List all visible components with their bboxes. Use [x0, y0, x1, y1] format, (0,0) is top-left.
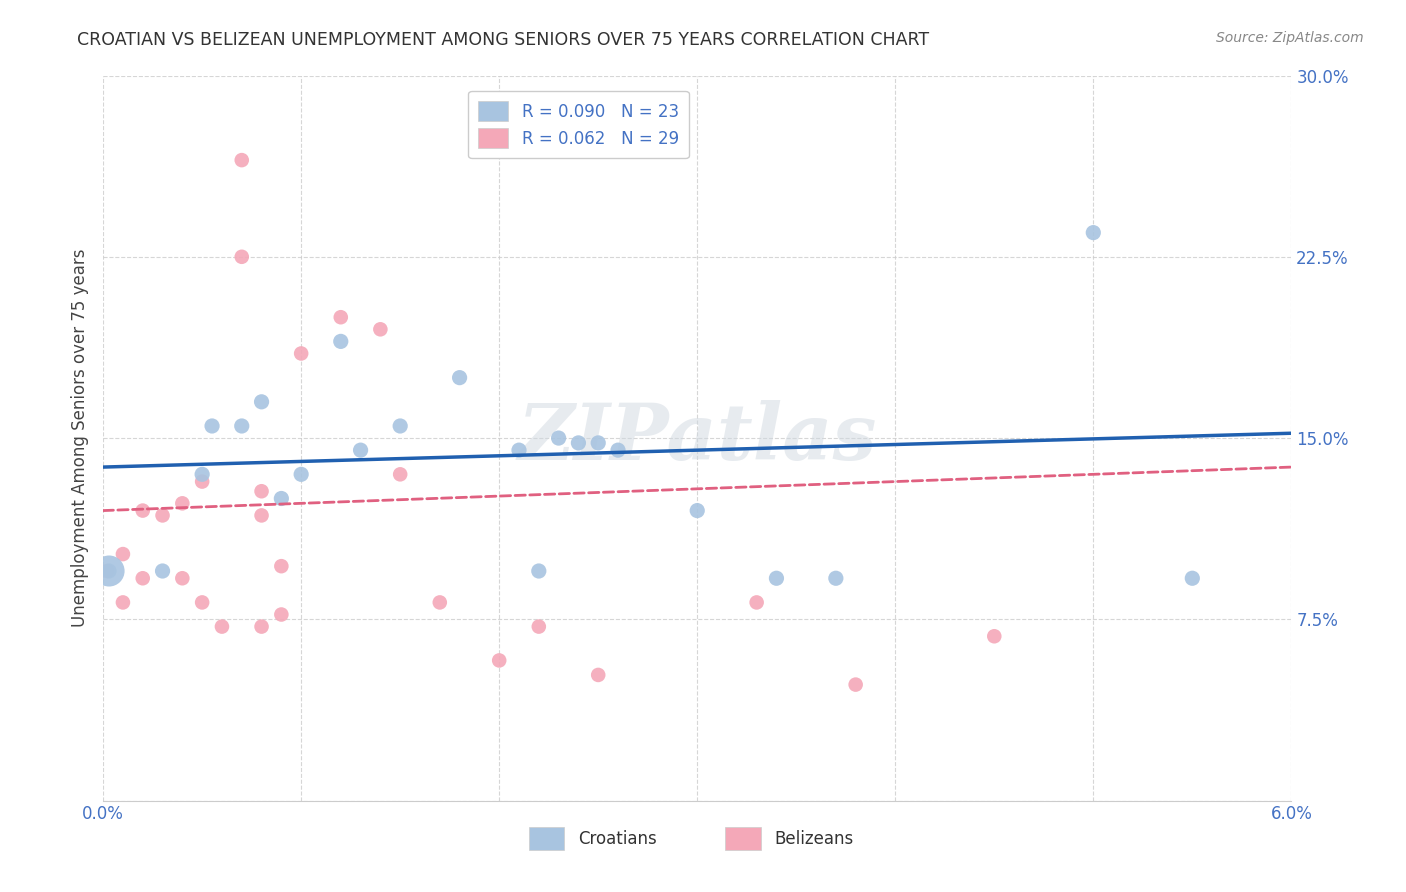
Point — [824, 571, 846, 585]
Point — [191, 467, 214, 482]
Text: ZIPatlas: ZIPatlas — [517, 400, 877, 476]
Y-axis label: Unemployment Among Seniors over 75 years: Unemployment Among Seniors over 75 years — [72, 249, 89, 627]
Point — [250, 484, 273, 499]
Point — [191, 475, 214, 489]
Point — [172, 571, 194, 585]
Point — [290, 346, 312, 360]
Text: Source: ZipAtlas.com: Source: ZipAtlas.com — [1216, 31, 1364, 45]
Point — [98, 564, 121, 578]
Point — [527, 564, 550, 578]
Point — [290, 467, 312, 482]
Point — [1083, 226, 1105, 240]
Point — [201, 419, 224, 434]
Point — [270, 607, 292, 622]
Text: Croatians: Croatians — [578, 830, 657, 848]
Point — [449, 370, 471, 384]
Point — [250, 394, 273, 409]
Point — [686, 503, 709, 517]
Point — [329, 310, 352, 325]
Point — [765, 571, 787, 585]
Point — [250, 508, 273, 523]
Point — [231, 419, 253, 434]
Point — [96, 564, 118, 578]
Point — [567, 436, 589, 450]
Point — [527, 619, 550, 633]
Point — [152, 564, 174, 578]
Point — [607, 443, 630, 458]
Point — [845, 677, 868, 691]
Point — [547, 431, 569, 445]
Point — [389, 419, 412, 434]
Point — [586, 436, 609, 450]
Text: CROATIAN VS BELIZEAN UNEMPLOYMENT AMONG SENIORS OVER 75 YEARS CORRELATION CHART: CROATIAN VS BELIZEAN UNEMPLOYMENT AMONG … — [77, 31, 929, 49]
Point — [370, 322, 392, 336]
Point — [270, 559, 292, 574]
Text: Belizeans: Belizeans — [775, 830, 853, 848]
Point — [329, 334, 352, 349]
Point — [250, 619, 273, 633]
Point — [132, 571, 155, 585]
Point — [111, 547, 134, 561]
Point — [231, 153, 253, 168]
Point — [132, 503, 155, 517]
Point — [191, 595, 214, 609]
Point — [111, 595, 134, 609]
Point — [231, 250, 253, 264]
Point — [745, 595, 768, 609]
Point — [389, 467, 412, 482]
Point — [152, 508, 174, 523]
Point — [172, 496, 194, 510]
Point — [488, 653, 510, 667]
Point — [429, 595, 451, 609]
Point — [586, 668, 609, 682]
Point — [98, 564, 121, 578]
Legend: R = 0.090   N = 23, R = 0.062   N = 29: R = 0.090 N = 23, R = 0.062 N = 29 — [468, 91, 689, 159]
Point — [349, 443, 371, 458]
Point — [270, 491, 292, 506]
Point — [211, 619, 233, 633]
Point — [1181, 571, 1204, 585]
Point — [508, 443, 530, 458]
Point — [983, 629, 1005, 643]
